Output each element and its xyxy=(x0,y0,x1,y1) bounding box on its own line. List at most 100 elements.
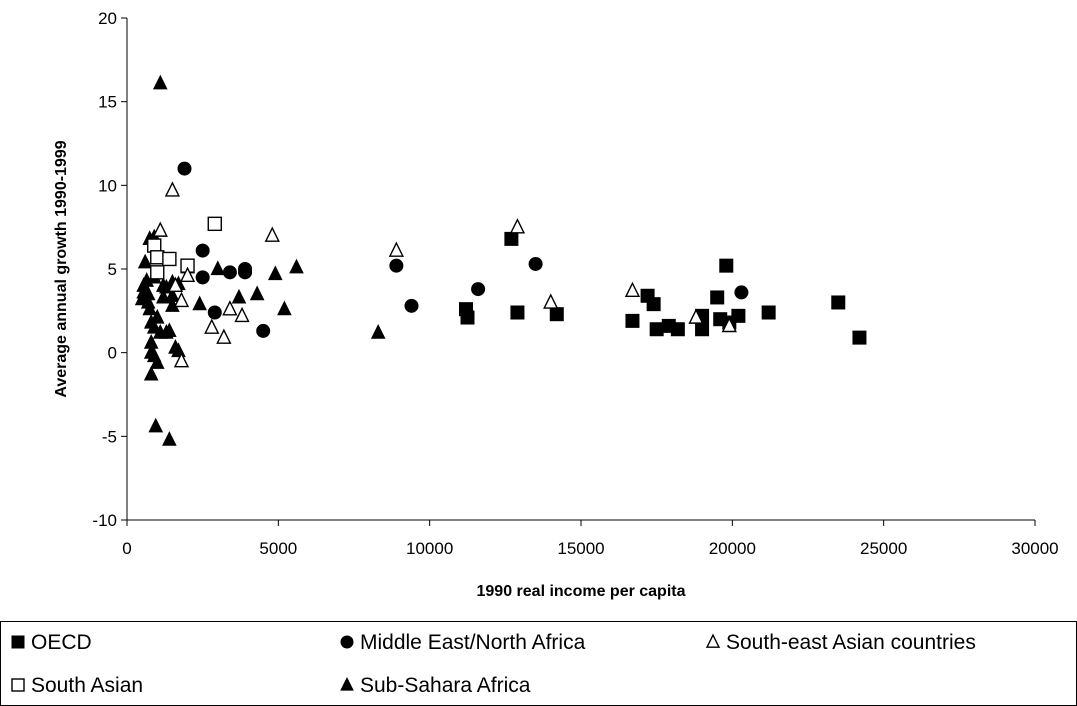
data-point xyxy=(710,290,725,305)
data-point xyxy=(670,322,685,337)
data-point xyxy=(216,328,232,344)
legend-marker xyxy=(340,635,354,649)
data-point xyxy=(173,291,190,308)
data-point xyxy=(509,218,526,234)
data-point xyxy=(150,250,165,265)
data-point xyxy=(234,306,250,323)
legend-item: South Asian xyxy=(11,674,143,697)
x-tick-label: 10000 xyxy=(406,539,453,558)
data-point xyxy=(388,241,405,257)
ticks xyxy=(121,17,1036,526)
data-point xyxy=(148,417,164,433)
x-tick-label: 25000 xyxy=(860,539,907,558)
data-point xyxy=(695,322,710,337)
data-point xyxy=(528,256,543,271)
data-point xyxy=(256,323,271,338)
tick-labels: -10 -5 0 5 10 15 20 0 5000 10000 15000 20000 25000 30… xyxy=(92,9,1058,558)
data-point xyxy=(370,323,386,339)
y-tick-label: -5 xyxy=(102,427,117,446)
data-point xyxy=(831,295,846,310)
y-tick-label: 0 xyxy=(108,344,117,363)
data-point xyxy=(731,308,746,323)
data-point xyxy=(207,305,222,320)
data-point xyxy=(152,74,168,90)
data-point xyxy=(852,330,867,345)
data-point xyxy=(165,287,180,302)
data-point xyxy=(149,354,165,369)
data-point xyxy=(192,295,207,311)
x-axis-title: 1990 real income per capita xyxy=(477,583,686,600)
data-point xyxy=(510,305,525,320)
data-point xyxy=(264,226,280,242)
legend-marker xyxy=(11,678,25,692)
y-tick-label: -10 xyxy=(92,511,117,530)
y-axis-title: Average annual growth 1990-1999 xyxy=(53,140,70,397)
legend-label: Middle East/North Africa xyxy=(360,631,586,654)
x-tick-label: 5000 xyxy=(259,539,297,558)
data-point xyxy=(152,221,168,237)
y-tick-label: 10 xyxy=(98,176,117,195)
data-point xyxy=(249,285,265,301)
data-point xyxy=(162,322,177,338)
legend-item: Sub-Sahara Africa xyxy=(340,674,531,697)
data-point xyxy=(207,216,222,232)
data-point xyxy=(142,300,158,316)
data-point xyxy=(624,281,641,298)
series-0 xyxy=(458,231,867,345)
data-point xyxy=(164,181,181,197)
data-point xyxy=(177,161,192,176)
data-point xyxy=(150,265,165,280)
data-point xyxy=(173,351,190,368)
data-point xyxy=(549,307,564,322)
data-point xyxy=(289,258,304,274)
data-point xyxy=(222,265,237,280)
series-3 xyxy=(147,216,222,280)
data-point xyxy=(143,365,159,381)
legend-marker xyxy=(340,676,354,691)
legend-marker xyxy=(705,633,721,648)
data-point xyxy=(625,313,640,328)
data-point xyxy=(210,260,226,276)
legend-item: South-east Asian countries xyxy=(705,631,976,654)
data-point xyxy=(649,322,664,337)
y-tick-label: 15 xyxy=(98,93,117,112)
data-point xyxy=(238,262,253,276)
data-point xyxy=(277,300,292,316)
data-point xyxy=(149,308,165,324)
y-tick-label: 5 xyxy=(108,260,117,279)
data-point xyxy=(222,300,238,316)
series-1 xyxy=(177,161,749,338)
data-point xyxy=(389,258,404,273)
x-tick-label: 15000 xyxy=(557,539,604,558)
x-tick-label: 0 xyxy=(122,539,131,558)
data-point xyxy=(734,285,749,300)
legend-label: South Asian xyxy=(31,674,143,697)
data-point xyxy=(688,308,704,324)
data-point xyxy=(204,318,220,334)
legend: OECD Middle East/North Africa South-east A… xyxy=(0,621,1077,706)
data-point xyxy=(195,270,210,285)
data-point xyxy=(267,265,283,281)
legend-label: OECD xyxy=(31,631,92,654)
legend-item: Middle East/North Africa xyxy=(340,631,586,654)
data-point xyxy=(719,258,734,273)
x-tick-label: 20000 xyxy=(709,539,756,558)
data-point xyxy=(162,251,177,267)
data-points xyxy=(134,74,867,446)
data-point xyxy=(179,266,196,282)
data-point xyxy=(137,253,153,269)
axes xyxy=(126,18,1035,521)
series-4 xyxy=(134,74,386,446)
data-point xyxy=(404,298,419,313)
data-point xyxy=(761,305,776,320)
x-tick-label: 30000 xyxy=(1011,539,1058,558)
data-point xyxy=(167,276,184,293)
data-point xyxy=(504,231,519,246)
data-point xyxy=(646,297,661,312)
data-point xyxy=(231,288,247,304)
legend-marker xyxy=(11,635,25,649)
legend-item: OECD xyxy=(11,631,92,654)
data-point xyxy=(543,293,559,309)
legend-label: South-east Asian countries xyxy=(726,631,976,654)
